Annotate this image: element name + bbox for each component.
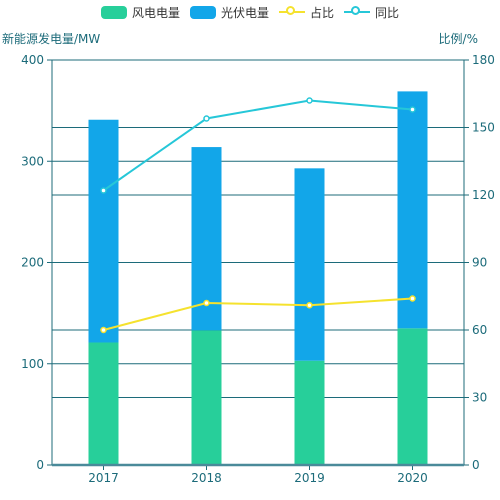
x-tick-label: 2019 — [294, 471, 325, 485]
bar-wind — [191, 330, 222, 465]
y-left-tick-label: 400 — [21, 53, 44, 67]
point-share — [409, 295, 416, 302]
x-tick-label: 2018 — [191, 471, 222, 485]
bar-wind — [88, 342, 119, 465]
y-right-tick-label: 30 — [472, 391, 487, 405]
point-yoy — [203, 115, 210, 122]
y-axis-right-label: 比例/% — [438, 32, 478, 46]
bar-wind — [294, 360, 325, 465]
point-share — [100, 326, 107, 334]
legend-item-share[interactable]: 占比 — [279, 4, 334, 21]
y-right-tick-label: 0 — [472, 458, 480, 472]
x-tick-label: 2020 — [397, 471, 428, 485]
x-tick-label: 2017 — [88, 471, 119, 485]
legend-label-share: 占比 — [310, 5, 335, 20]
y-left-tick-label: 100 — [21, 357, 44, 371]
y-left-tick-label: 0 — [36, 458, 44, 472]
point-yoy — [409, 106, 416, 113]
y-right-tick-label: 120 — [472, 188, 495, 202]
legend: 风电电量 光伏电量 占比 同比 — [0, 2, 500, 22]
legend-item-solar[interactable]: 光伏电量 — [189, 4, 269, 21]
line-yoy — [102, 99, 413, 192]
y-left-tick-label: 300 — [21, 154, 44, 168]
bar-solar — [397, 91, 428, 329]
legend-label-yoy: 同比 — [375, 5, 400, 20]
point-share — [203, 299, 210, 307]
bar-solar — [294, 168, 325, 361]
legend-swatch-solar — [189, 5, 216, 19]
legend-label-wind: 风电电量 — [131, 5, 180, 20]
y-right-tick-label: 60 — [472, 323, 487, 337]
y-right-tick-label: 150 — [472, 121, 495, 135]
y-right-tick-label: 90 — [472, 256, 487, 270]
y-right-tick-label: 180 — [472, 53, 495, 67]
point-yoy — [306, 97, 313, 104]
bar-solar — [88, 119, 119, 343]
y-left-tick-label: 200 — [21, 256, 44, 270]
legend-swatch-wind — [100, 5, 127, 19]
legend-item-wind[interactable]: 风电电量 — [100, 4, 180, 21]
line-share — [103, 297, 413, 331]
bar-wind — [397, 328, 428, 465]
legend-label-solar: 光伏电量 — [220, 5, 269, 20]
y-axis-left-label: 新能源发电量/MW — [2, 32, 101, 46]
legend-swatch-yoy — [344, 5, 371, 19]
point-share — [306, 302, 313, 309]
legend-item-yoy[interactable]: 同比 — [344, 4, 399, 21]
legend-swatch-share — [279, 5, 305, 19]
point-yoy — [100, 187, 107, 194]
